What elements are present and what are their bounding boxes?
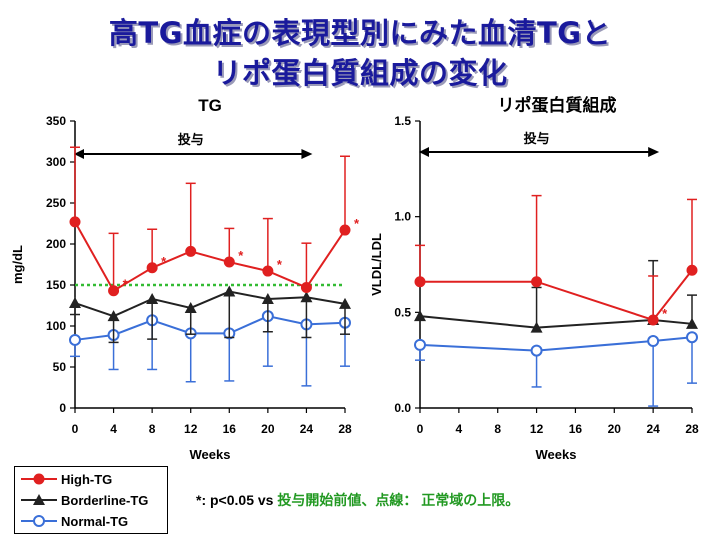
- chart2-normal-tg-point: [686, 331, 698, 344]
- footnote-prefix: *: p<0.05 vs: [196, 492, 278, 508]
- chart2-y-tick-label: 1.5: [394, 114, 411, 128]
- chart2-x-axis-label: Weeks: [536, 447, 577, 462]
- chart2-dosing-label: 投与: [524, 131, 550, 146]
- chart2-x-tick-label: 4: [456, 422, 463, 436]
- chart1-dosing-label: 投与: [178, 132, 204, 147]
- legend-item-high-tg: High-TG: [15, 469, 167, 489]
- chart1-high-tg-point: [108, 285, 120, 297]
- chart2-x-tick-label: 12: [530, 422, 544, 436]
- chart1-x-tick-label: 24: [300, 422, 314, 436]
- chart1-borderline-tg-point: [146, 292, 159, 304]
- chart1-normal-tg-point: [69, 333, 81, 346]
- chart1-y-tick-label: 250: [46, 196, 66, 210]
- chart2-high-tg-point: [414, 276, 426, 288]
- chart2-high-tg-point: [647, 314, 659, 326]
- chart1-x-tick-label: 4: [110, 422, 117, 436]
- chart2-normal-tg-point: [414, 338, 426, 351]
- chart2-borderline-tg-line: [419, 315, 693, 329]
- chart1-normal-tg-line: [74, 315, 346, 341]
- chart1-y-tick-label: 150: [46, 278, 66, 292]
- chart1-x-tick-label: 0: [72, 422, 79, 436]
- chart2-borderline-tg-point: [530, 321, 543, 333]
- chart1-high-tg-point: [185, 245, 197, 257]
- chart1-x-tick-label: 28: [338, 422, 352, 436]
- chart2-x-tick-label: 20: [608, 422, 622, 436]
- chart1-y-tick-label: 50: [53, 360, 67, 374]
- chart1-borderline-tg-point: [261, 292, 274, 304]
- chart1-x-tick-label: 16: [223, 422, 237, 436]
- footnote-highlight: 投与開始前値、点線： 正常域の上限。: [277, 492, 520, 508]
- chart1-borderline-tg-point: [184, 301, 197, 313]
- chart1-x-tick-label: 20: [261, 422, 275, 436]
- legend: High-TG Borderline-TG Normal-TG: [14, 466, 168, 534]
- chart2-y-axis-label: VLDL/LDL: [369, 233, 384, 296]
- chart2-high-tg-point: [686, 264, 698, 276]
- chart1-borderline-tg-point: [107, 310, 120, 322]
- slide-title-line-1: 高TG血症の表現型別にみた血清TGと: [108, 16, 612, 50]
- chart2-title: リポ蛋白質組成: [498, 95, 617, 115]
- chart2-high-tg-line: [420, 269, 693, 322]
- chart1-high-tg-significance-mark: *: [161, 254, 167, 269]
- chart1-borderline-tg-point: [223, 285, 236, 297]
- legend-marker-normal-tg: [21, 515, 57, 527]
- chart1-high-tg-point: [146, 262, 158, 274]
- chart1-x-tick-label: 12: [184, 422, 198, 436]
- legend-label-borderline-tg: Borderline-TG: [61, 493, 149, 508]
- chart1-high-tg-significance-mark: *: [354, 216, 360, 231]
- chart1-high-tg-significance-mark: *: [123, 277, 129, 292]
- chart1-y-tick-label: 100: [46, 319, 66, 333]
- chart2-x-tick-label: 0: [417, 422, 424, 436]
- chart1-title: TG: [198, 96, 222, 115]
- chart2-borderline-tg-point: [414, 310, 426, 322]
- legend-marker-high-tg: [21, 473, 57, 485]
- chart2-normal-tg-point: [530, 344, 543, 357]
- chart2-x-tick-label: 28: [685, 422, 699, 436]
- chart1-borderline-tg-line: [74, 290, 346, 318]
- chart1-x-axis-label: Weeks: [190, 447, 231, 462]
- chart1-high-tg-significance-mark: *: [277, 257, 283, 272]
- chart1-y-tick-label: 300: [46, 155, 66, 169]
- chart1-high-tg-significance-mark: *: [238, 248, 244, 263]
- legend-label-high-tg: High-TG: [61, 472, 113, 487]
- chart2-high-tg-point: [531, 276, 543, 288]
- chart1-y-tick-label: 350: [46, 114, 66, 128]
- chart1-y-tick-label: 0: [59, 401, 66, 415]
- chart2-x-tick-label: 8: [494, 422, 501, 436]
- chart1-high-tg-line: [74, 221, 346, 293]
- legend-item-borderline-tg: Borderline-TG: [15, 490, 167, 510]
- slide-title-line-2: リポ蛋白質組成の変化: [212, 56, 508, 90]
- chart2-borderline-tg-point: [686, 317, 698, 329]
- chart2-y-tick-label: 1.0: [394, 210, 411, 224]
- chart1-high-tg-point: [339, 224, 351, 236]
- legend-item-normal-tg: Normal-TG: [15, 511, 167, 531]
- chart1-high-tg-point: [69, 216, 81, 228]
- footnote: *: p<0.05 vs 投与開始前値、点線： 正常域の上限。: [196, 490, 519, 510]
- chart1-y-tick-label: 200: [46, 237, 66, 251]
- chart1-borderline-tg-point: [339, 297, 351, 309]
- chart2-normal-tg-point: [647, 335, 660, 348]
- chart1-high-tg-point: [223, 256, 235, 268]
- chart2-high-tg-significance-mark: *: [662, 306, 668, 321]
- chart2-y-tick-label: 0.5: [394, 305, 411, 319]
- legend-marker-borderline-tg: [21, 494, 57, 505]
- chart1-borderline-tg-point: [300, 291, 313, 303]
- legend-label-normal-tg: Normal-TG: [61, 514, 129, 529]
- chart1-x-tick-label: 8: [149, 422, 156, 436]
- chart2-dosing-arrow-head: [648, 147, 660, 157]
- chart2-dosing-arrow-tail: [419, 147, 429, 157]
- chart2-y-tick-label: 0.0: [394, 401, 411, 415]
- chart1-y-axis-label: mg/dL: [10, 245, 25, 284]
- chart1-high-tg-point: [300, 281, 312, 293]
- chart1-borderline-tg-point: [69, 297, 81, 309]
- chart2-normal-tg-line: [419, 336, 693, 352]
- chart1-high-tg-point: [262, 265, 274, 277]
- chart2-x-tick-label: 16: [569, 422, 583, 436]
- chart1-dosing-arrow-head: [301, 149, 313, 159]
- chart1-dosing-arrow-tail: [74, 149, 84, 159]
- chart2-x-tick-label: 24: [646, 422, 660, 436]
